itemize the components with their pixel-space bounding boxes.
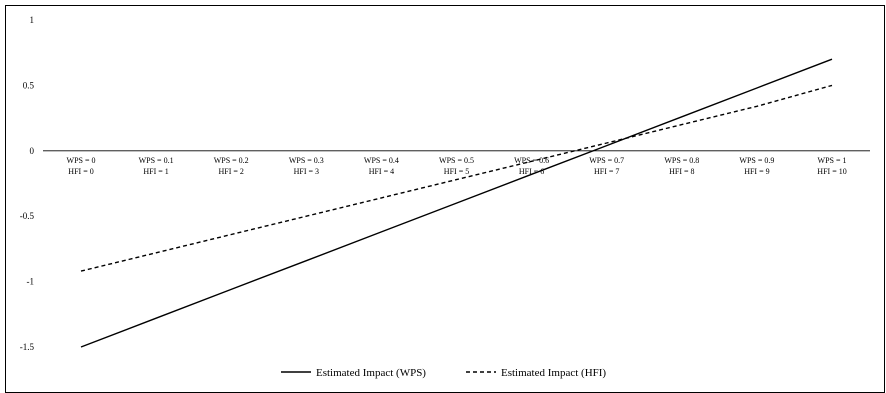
series-line-hfi — [80, 84, 833, 272]
x-category-label: WPS = 0.2 — [214, 156, 249, 165]
chart-border — [5, 5, 885, 393]
y-tick-label: -0.5 — [20, 211, 35, 221]
x-category-label: WPS = 0.7 — [589, 156, 624, 165]
x-category-label: HFI = 8 — [669, 167, 694, 176]
x-category-label: HFI = 2 — [218, 167, 243, 176]
x-category-label: WPS = 0.4 — [364, 156, 399, 165]
x-category-label: HFI = 10 — [817, 167, 846, 176]
series-line-wps — [80, 58, 833, 348]
y-tick-label: 1 — [30, 15, 35, 25]
x-category-label: WPS = 0.8 — [664, 156, 699, 165]
legend: Estimated Impact (WPS) Estimated Impact (… — [281, 367, 606, 379]
y-tick-label: 0 — [30, 146, 35, 156]
series-lines — [80, 58, 833, 348]
x-category-label: WPS = 0.9 — [739, 156, 774, 165]
y-tick-label: 0.5 — [23, 80, 35, 90]
x-category-label: WPS = 0.1 — [139, 156, 174, 165]
legend-label: Estimated Impact (HFI) — [501, 367, 606, 379]
x-axis-categories: WPS = 0 HFI = 0 WPS = 0.1 HFI = 1 WPS = 0.2 H… — [67, 156, 847, 176]
x-category-label: WPS = 0.3 — [289, 156, 324, 165]
x-category-label: WPS = 0.6 — [514, 156, 549, 165]
x-category-label: HFI = 9 — [744, 167, 769, 176]
x-category-label: HFI = 7 — [594, 167, 619, 176]
y-tick-label: -1 — [27, 277, 35, 287]
x-category-label: WPS = 0 — [67, 156, 96, 165]
x-category-label: HFI = 1 — [143, 167, 168, 176]
legend-label: Estimated Impact (WPS) — [316, 367, 426, 379]
x-category-label: HFI = 0 — [68, 167, 93, 176]
x-category-label: WPS = 1 — [818, 156, 847, 165]
x-category-label: HFI = 5 — [444, 167, 469, 176]
x-category-label: HFI = 3 — [294, 167, 319, 176]
y-tick-label: -1.5 — [20, 342, 35, 352]
x-category-label: WPS = 0.5 — [439, 156, 474, 165]
x-category-label: HFI = 4 — [369, 167, 394, 176]
x-category-label: HFI = 6 — [519, 167, 544, 176]
y-axis-ticks: 1 0.5 0 -0.5 -1 -1.5 — [20, 15, 35, 352]
